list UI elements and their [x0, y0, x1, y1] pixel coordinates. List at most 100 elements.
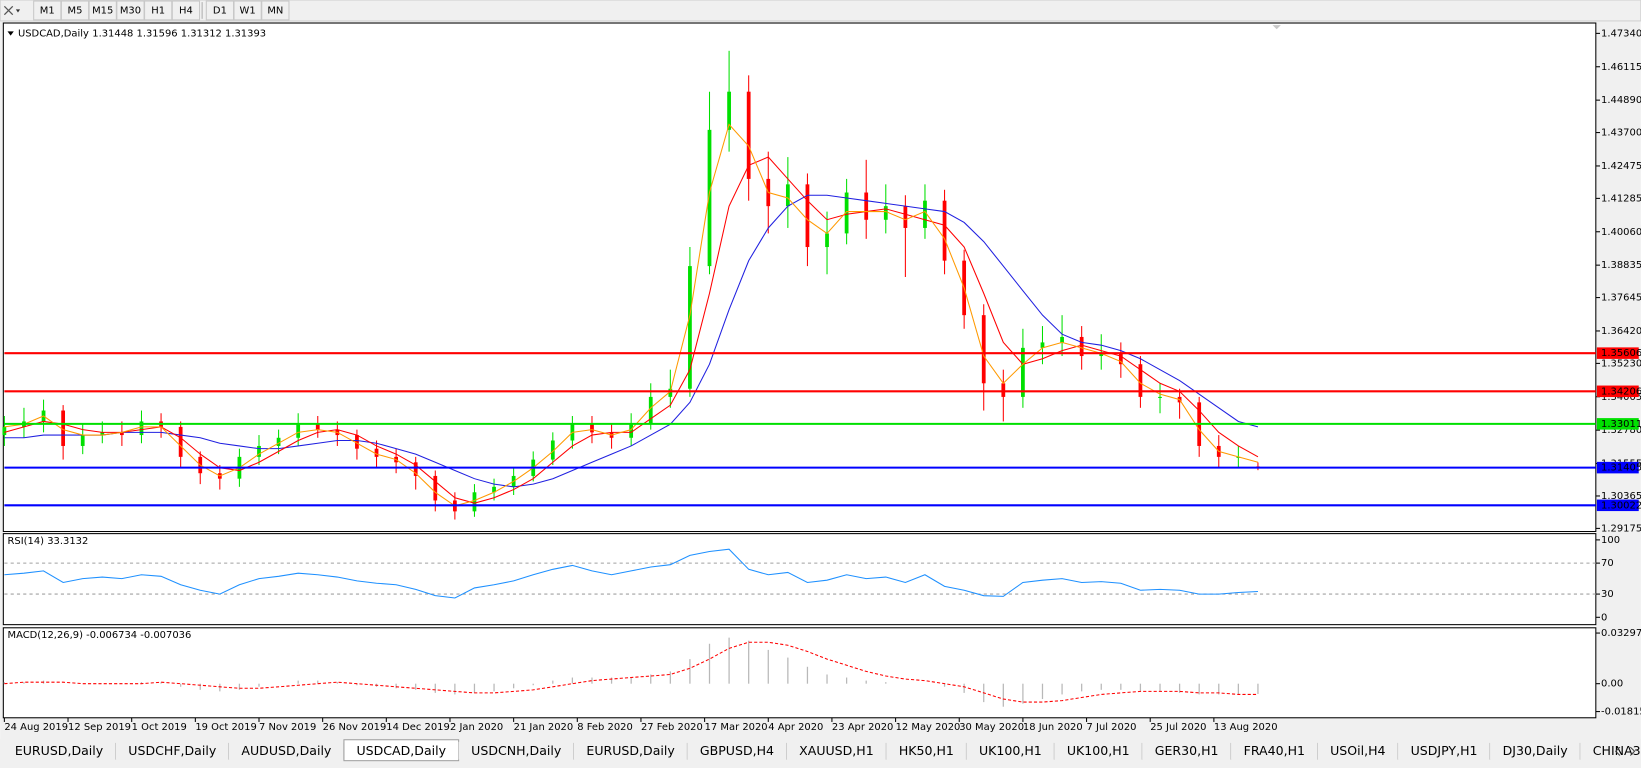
tab-bg[interactable] — [1490, 741, 1581, 760]
y-tick-label: 1.42475 — [1601, 161, 1641, 172]
macd-signal — [4, 641, 1258, 703]
tab-bg[interactable] — [1580, 741, 1641, 760]
timeframe-label[interactable]: H4 — [179, 5, 193, 16]
candle-body — [276, 437, 281, 446]
candle-body — [355, 435, 359, 449]
tab-label[interactable]: XAUUSD,H1 — [799, 743, 874, 758]
tab-bg[interactable] — [1231, 741, 1318, 760]
tab-bg[interactable] — [458, 741, 574, 760]
candle-body — [805, 184, 810, 248]
candle-body — [785, 184, 790, 207]
x-tick-label: 30 May 2020 — [959, 722, 1024, 733]
tab-label[interactable]: UK100,H1 — [979, 743, 1042, 758]
chart-tab[interactable]: FRA40,H1 — [1231, 741, 1319, 760]
tab-bg[interactable] — [1054, 741, 1143, 760]
candle-body — [1158, 396, 1162, 398]
candle-body — [296, 424, 301, 438]
candle-body — [648, 396, 653, 425]
tab-label[interactable]: AUDUSD,Daily — [241, 743, 332, 758]
chart-tab[interactable]: GBPUSD,H4 — [687, 741, 788, 760]
chart-tab[interactable]: EURUSD,Daily — [573, 741, 688, 760]
y-tick-label: 1.29175 — [1601, 523, 1641, 534]
tab-label[interactable]: USDCNH,Daily — [471, 743, 562, 758]
chart-menu-arrow[interactable] — [7, 31, 14, 36]
timeframe-label[interactable]: M30 — [120, 5, 141, 16]
tab-label[interactable]: UK100,H1 — [1067, 743, 1130, 758]
level-price-box — [1596, 499, 1639, 512]
tab-bg[interactable] — [115, 741, 229, 760]
tab-label[interactable]: HK50,H1 — [899, 743, 954, 758]
timeframe-button[interactable] — [171, 0, 201, 21]
chart-tab[interactable]: UK100,H1 — [966, 741, 1055, 760]
chart-tab[interactable]: GER30,H1 — [1142, 741, 1232, 760]
chart-tab[interactable]: UK100,H1 — [1054, 741, 1143, 760]
timeframe-button[interactable] — [261, 0, 290, 21]
timeframe-label[interactable]: MN — [267, 5, 283, 16]
candle-body — [492, 486, 496, 493]
tab-label[interactable]: EURUSD,Daily — [15, 743, 104, 758]
x-tick-label: 26 Nov 2019 — [323, 722, 387, 733]
tab-label[interactable]: USDCHF,Daily — [128, 743, 217, 758]
tab-label[interactable]: DJ30,Daily — [1503, 743, 1569, 758]
tab-bg[interactable] — [966, 741, 1055, 760]
tab-bg[interactable] — [1142, 741, 1232, 760]
chart-tab[interactable]: HK50,H1 — [886, 741, 967, 760]
tab-bg[interactable] — [573, 741, 688, 760]
chart-tab[interactable]: USOil,H4 — [1317, 741, 1399, 760]
y-tick-label: 1.47340 — [1601, 28, 1641, 39]
chart-tab[interactable]: USDCHF,Daily — [115, 741, 230, 760]
y-tick-label: 1.40060 — [1601, 227, 1641, 238]
tab-label[interactable]: USDJPY,H1 — [1411, 743, 1478, 758]
tab-bg[interactable] — [1398, 741, 1491, 760]
level-price-label: 1.31405 — [1601, 463, 1641, 474]
tab-bg[interactable] — [687, 741, 787, 760]
candle-body — [413, 462, 418, 476]
chart-ohlc: 1.31448 1.31596 1.31312 1.31393 — [92, 28, 266, 39]
timeframe-label[interactable]: M15 — [92, 5, 113, 16]
timeframe-label[interactable]: W1 — [240, 5, 256, 16]
tab-label[interactable]: USDCAD,Daily — [356, 743, 446, 758]
level-price-box — [1596, 461, 1639, 474]
chart-tab[interactable]: USDJPY,H1 — [1398, 741, 1491, 760]
candle-body — [864, 192, 869, 220]
chart-tab[interactable]: XAUUSD,H1 — [786, 741, 887, 760]
tab-bg[interactable] — [2, 741, 116, 760]
chart-tab[interactable]: CHINA300,H1 — [1580, 741, 1641, 760]
candle-body — [746, 91, 751, 179]
chart-tab[interactable]: USDCNH,Daily — [458, 741, 575, 760]
timeframe-label[interactable]: M5 — [68, 5, 83, 16]
tab-scroll[interactable] — [1614, 746, 1636, 756]
timeframe-label[interactable]: D1 — [213, 5, 227, 16]
tab-bg[interactable] — [1317, 741, 1399, 760]
y-tick-label: 0.032972 — [1601, 628, 1641, 639]
timeframe-label[interactable]: M1 — [40, 5, 55, 16]
chart-tab[interactable]: AUDUSD,Daily — [228, 741, 345, 760]
plot-area: 1.47340 1.46115 1.44890 1.43700 1.42475 1.412… — [2, 22, 1641, 733]
chart-tab[interactable]: DJ30,Daily — [1490, 741, 1581, 760]
candle-body — [1118, 353, 1123, 365]
x-tick-label: 17 Mar 2020 — [705, 722, 768, 733]
chart-tab[interactable]: USDCAD,Daily — [343, 739, 460, 762]
tab-label[interactable]: USOil,H4 — [1330, 743, 1385, 758]
y-tick-label: 1.38835 — [1601, 260, 1641, 271]
tab-label[interactable]: GER30,H1 — [1155, 743, 1219, 758]
x-tick-label: 7 Jul 2020 — [1087, 722, 1137, 733]
toolbar-dropdown[interactable] — [15, 9, 21, 13]
toolbar-icon[interactable] — [3, 5, 14, 16]
tab-label[interactable]: GBPUSD,H4 — [700, 743, 774, 758]
tab-label[interactable]: FRA40,H1 — [1244, 743, 1305, 758]
x-tick-label: 13 Aug 2020 — [1214, 722, 1278, 733]
candle-body — [1236, 456, 1241, 458]
timeframe-label[interactable]: H1 — [151, 5, 165, 16]
x-tick-label: 24 Aug 2019 — [4, 722, 68, 733]
timeframe-bar: M1 M5 M15 M30 H1 H4 D1 W1 MN — [33, 0, 290, 21]
tab-bg[interactable] — [228, 741, 344, 760]
tab-bg[interactable] — [786, 741, 887, 760]
chart-tab[interactable]: EURUSD,Daily — [2, 741, 117, 760]
tab-label[interactable]: EURUSD,Daily — [586, 743, 675, 758]
level-price-label: 1.35606 — [1601, 348, 1641, 359]
indicator-title: MACD(12,26,9) -0.006734 -0.007036 — [8, 630, 192, 641]
y-tick-label: 1.43700 — [1601, 128, 1641, 139]
tab-bg[interactable] — [886, 741, 967, 760]
